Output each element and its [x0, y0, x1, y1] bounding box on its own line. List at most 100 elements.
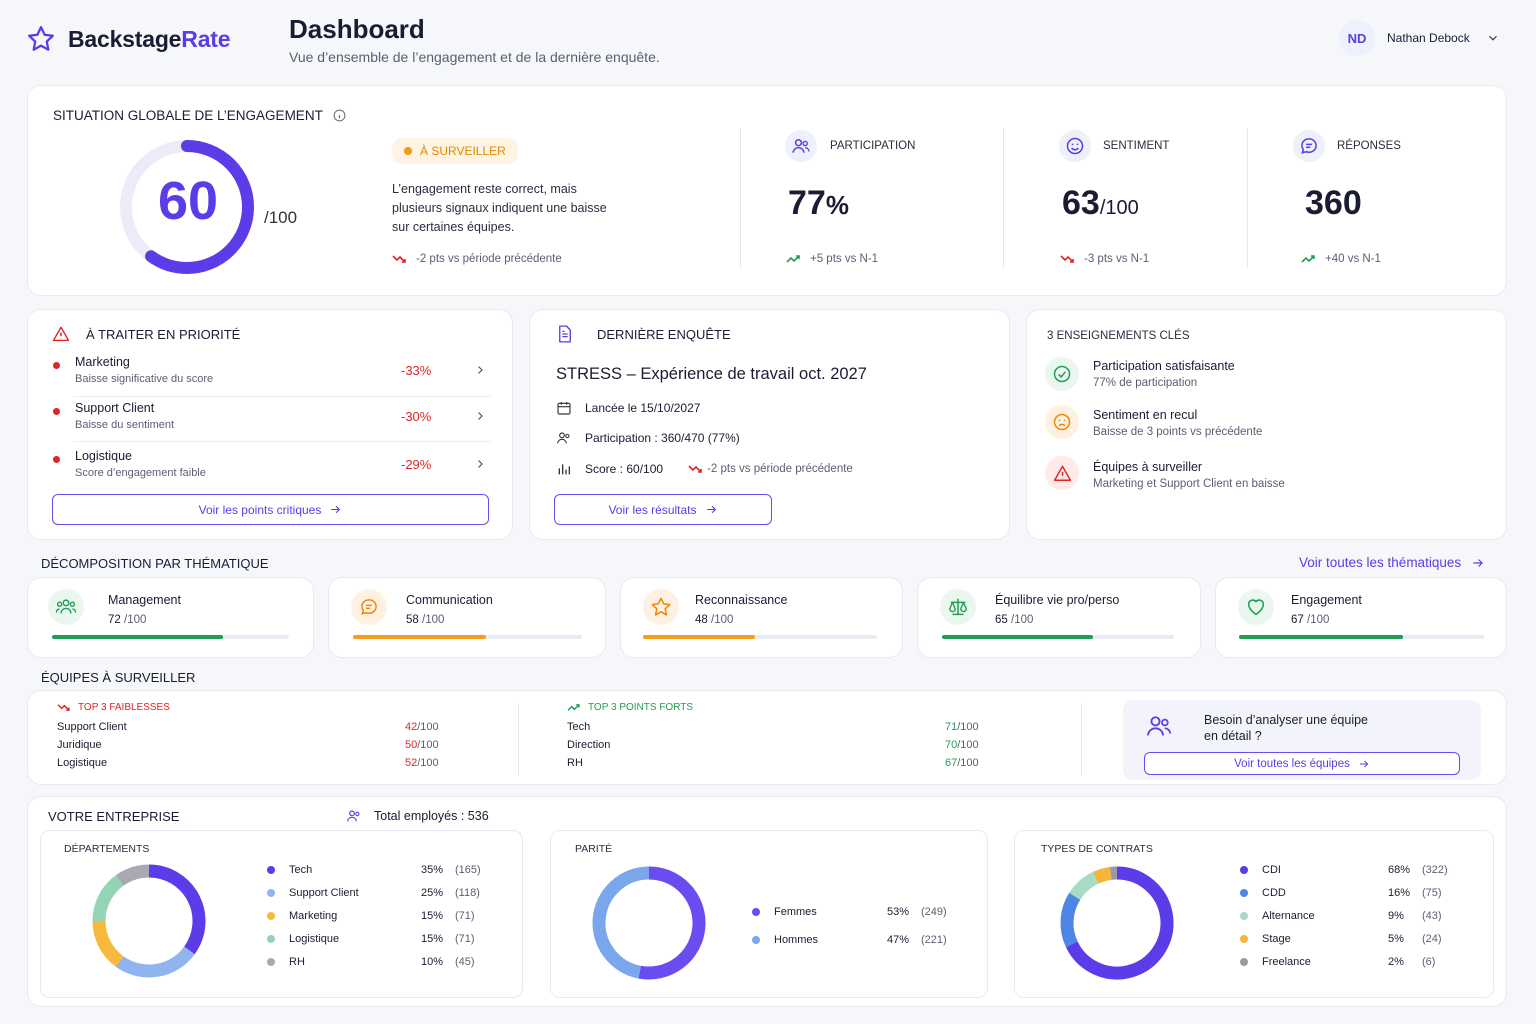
- legend-row-logistique: Logistique 15% (71): [267, 933, 495, 945]
- donut-segment-femmes[interactable]: [638, 866, 706, 980]
- legend-label: Alternance: [1262, 910, 1315, 922]
- theme-card-engagement[interactable]: Engagement 67 /100: [1215, 577, 1507, 658]
- kpi-responses-label: RÉPONSES: [1337, 140, 1401, 152]
- weak-team-row[interactable]: Logistique 52/100: [57, 757, 447, 769]
- teams-title: ÉQUIPES À SURVEILLER: [41, 670, 196, 685]
- priority-item-delta: -30%: [401, 409, 432, 424]
- legend-count: (71): [455, 910, 475, 922]
- legend-row-femmes: Femmes 53% (249): [752, 906, 961, 918]
- priority-item-delta: -33%: [401, 363, 432, 378]
- donut-segment-alternance[interactable]: [1069, 871, 1099, 900]
- strong-team-row[interactable]: Direction 70/100: [567, 739, 987, 751]
- theme-name: Reconnaissance: [695, 593, 788, 607]
- donut-segment-cdd[interactable]: [1060, 892, 1081, 948]
- engagement-desc-3: sur certaines équipes.: [392, 220, 515, 234]
- critical-points-button[interactable]: Voir les points critiques: [52, 494, 489, 525]
- kpi-participation-value: 77: [788, 184, 826, 222]
- parity-panel: PARITÉ Femmes 53% (249) Hommes 47% (221): [550, 830, 988, 998]
- donut-segment-marketing[interactable]: [92, 920, 124, 967]
- user-menu[interactable]: ND Nathan Debock: [1339, 20, 1500, 56]
- legend-pct: 68%: [1388, 864, 1411, 876]
- legend-label: Hommes: [774, 934, 819, 946]
- info-icon[interactable]: [333, 109, 346, 122]
- legend-pct: 5%: [1388, 933, 1404, 945]
- survey-score: Score : 60/100: [585, 462, 664, 476]
- legend-row-rh: RH 10% (45): [267, 956, 495, 968]
- trend-down-icon: [57, 704, 70, 711]
- weak-title: TOP 3 FAIBLESSES: [78, 702, 170, 713]
- company-card: VOTRE ENTREPRISE Total employés : 536 DÉ…: [27, 796, 1507, 1007]
- donut-segment-stage[interactable]: [1092, 866, 1112, 884]
- theme-score: 67: [1291, 614, 1304, 626]
- priority-item-marketing[interactable]: Marketing Baisse significative du score …: [52, 354, 492, 394]
- weak-team-row[interactable]: Support Client 42/100: [57, 721, 447, 733]
- donut-segment-rh[interactable]: [115, 864, 150, 886]
- engagement-title-row: SITUATION GLOBALE DE L’ENGAGEMENT: [53, 108, 346, 123]
- donut-segment-tech[interactable]: [148, 864, 206, 955]
- priority-item-support[interactable]: Support Client Baisse du sentiment -30%: [52, 400, 492, 440]
- star-icon: [651, 597, 671, 616]
- teams-cta-line2: en détail ?: [1204, 729, 1262, 743]
- view-results-button[interactable]: Voir les résultats: [554, 494, 772, 525]
- all-teams-button[interactable]: Voir toutes les équipes: [1144, 752, 1460, 775]
- calendar-icon: [557, 402, 571, 415]
- trend-up-icon: [1301, 255, 1315, 263]
- donut-segment-cdi[interactable]: [1065, 866, 1174, 980]
- teams-card: TOP 3 FAIBLESSES Support Client 42/100 J…: [27, 690, 1507, 785]
- theme-card-communication[interactable]: Communication 58 /100: [328, 577, 606, 658]
- theme-card-management[interactable]: Management 72 /100: [27, 577, 314, 658]
- chevron-right-icon: [478, 412, 483, 420]
- priority-item-name: Logistique: [75, 449, 132, 463]
- page-title: Dashboard: [289, 14, 425, 44]
- theme-name: Management: [108, 593, 181, 607]
- strong-team-row[interactable]: Tech 71/100: [567, 721, 987, 733]
- priority-item-delta: -29%: [401, 457, 432, 472]
- arrow-right-icon: [1359, 760, 1369, 767]
- legend-dot: [752, 908, 760, 916]
- legend-label: Stage: [1262, 933, 1291, 945]
- engagement-description: L’engagement reste correct, mais plusieu…: [392, 180, 607, 237]
- donut-segment-hommes[interactable]: [592, 866, 650, 979]
- chat-icon: [1301, 138, 1317, 154]
- kpi-participation: PARTICIPATION 77% +5 pts vs N-1: [785, 130, 985, 270]
- engagement-gauge: [120, 140, 254, 274]
- engagement-desc-2: plusieurs signaux indiquent une baisse: [392, 201, 607, 215]
- priority-item-logistique[interactable]: Logistique Score d’engagement faible -29…: [52, 448, 492, 488]
- kpi-responses-value: 360: [1305, 184, 1362, 222]
- engagement-score-max: /100: [264, 208, 298, 227]
- legend-count: (322): [1422, 864, 1448, 876]
- theme-score: 48: [695, 614, 708, 626]
- sad-face-icon: [1053, 413, 1071, 431]
- all-themes-link[interactable]: Voir toutes les thématiques: [1299, 555, 1485, 570]
- survey-card: DERNIÈRE ENQUÊTE STRESS – Expérience de …: [529, 309, 1010, 540]
- insight-desc: Baisse de 3 points vs précédente: [1093, 426, 1263, 438]
- total-employees: Total employés : 536: [374, 809, 489, 823]
- survey-score-trend: -2 pts vs période précédente: [707, 463, 853, 475]
- star-icon: [28, 26, 54, 51]
- insight-participation: Participation satisfaisante 77% de parti…: [1045, 357, 1485, 397]
- legend-count: (249): [921, 906, 947, 918]
- team-score: 70: [945, 739, 958, 751]
- strong-team-row[interactable]: RH 67/100: [567, 757, 987, 769]
- arrow-right-icon: [331, 505, 341, 514]
- donut-segment-logistique[interactable]: [92, 875, 124, 922]
- theme-name: Engagement: [1291, 593, 1362, 607]
- team-max: /100: [957, 739, 979, 751]
- priority-item-desc: Score d’engagement faible: [75, 467, 206, 479]
- legend-pct: 10%: [421, 956, 444, 968]
- legend-dot: [1240, 866, 1248, 874]
- kpi-participation-icon-wrap: [785, 130, 817, 162]
- legend-row-support-client: Support Client 25% (118): [267, 887, 495, 899]
- survey-name: STRESS – Expérience de travail oct. 2027: [556, 365, 867, 383]
- brand-logo[interactable]: BackstageRate: [26, 24, 231, 54]
- team-score: 50: [405, 739, 418, 751]
- engagement-title: SITUATION GLOBALE DE L’ENGAGEMENT: [53, 108, 323, 123]
- theme-card-balance[interactable]: Équilibre vie pro/perso 65 /100: [917, 577, 1201, 658]
- donut-segment-support-client[interactable]: [115, 946, 195, 978]
- legend-row-marketing: Marketing 15% (71): [267, 910, 495, 922]
- insight-title: Participation satisfaisante: [1093, 359, 1235, 373]
- engagement-card: SITUATION GLOBALE DE L’ENGAGEMENT 60 /10…: [27, 85, 1507, 296]
- weak-team-row[interactable]: Juridique 50/100: [57, 739, 447, 751]
- avatar: ND: [1339, 20, 1375, 56]
- theme-card-reconnaissance[interactable]: Reconnaissance 48 /100: [620, 577, 903, 658]
